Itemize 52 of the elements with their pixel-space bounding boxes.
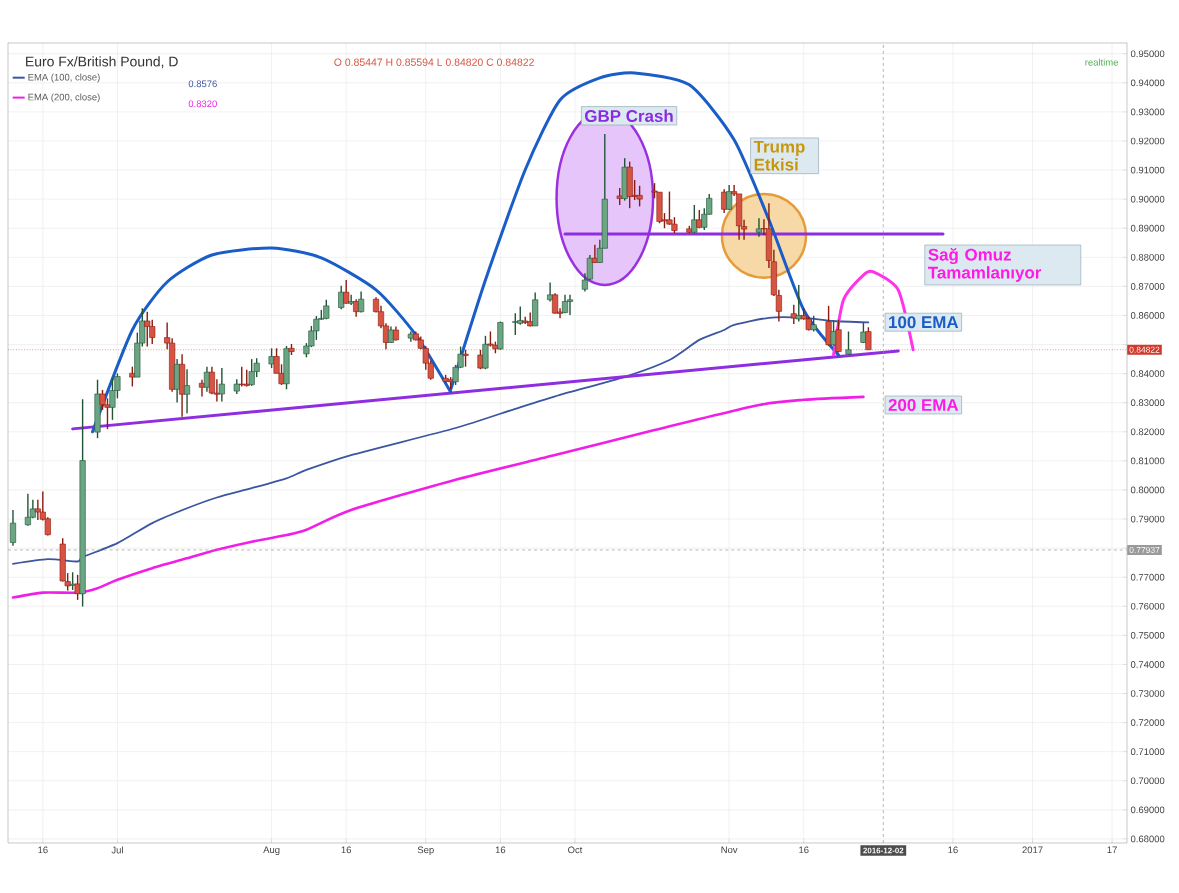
y-tick-label: 0.80000 [1130, 486, 1165, 494]
y-tick-label: 0.76000 [1130, 602, 1165, 610]
y-tick-label: 0.90000 [1130, 195, 1165, 203]
legend-label: EMA (100, close) [28, 73, 100, 83]
y-tick-label: 0.69000 [1130, 806, 1165, 814]
text: Euro Fx/British Pound, D [26, 56, 178, 69]
annotation: GBP Crash [585, 109, 673, 123]
y-tick-label: 0.68000 [1130, 835, 1165, 843]
y-tick-label: 0.82000 [1130, 428, 1165, 436]
annotation: realtime [1085, 58, 1119, 66]
x-tick-label: Jul [111, 846, 123, 854]
x-tick-label: 16 [799, 846, 809, 854]
y-tick-label: 0.71000 [1130, 748, 1165, 756]
y-tick-label: 0.87000 [1130, 283, 1165, 290]
y-tick-label: 0.86000 [1130, 312, 1165, 319]
y-tick-label: 0.94000 [1130, 79, 1165, 87]
annotation: 200 EMA [888, 398, 959, 411]
x-tick-label: 17 [1107, 846, 1117, 854]
x-tick-label: Sep [417, 846, 434, 856]
annotation: 0.8576 [188, 80, 217, 88]
y-tick-label: 0.72000 [1130, 719, 1165, 726]
annotation: 0.8320 [188, 100, 217, 108]
y-tick-label: 0.83000 [1130, 399, 1165, 407]
y-tick-label: 0.93000 [1130, 108, 1165, 116]
x-tick-label: 16 [341, 846, 352, 854]
y-tick-label: 0.95000 [1130, 50, 1165, 58]
annotation: 100 EMA [889, 316, 959, 329]
y-tick-label: 0.92000 [1130, 137, 1165, 145]
y-tick-label: 0.75000 [1130, 632, 1165, 639]
y-tick-label: 0.70000 [1130, 777, 1165, 785]
x-tick-label: 16 [948, 846, 958, 854]
x-tick-label: 16 [495, 846, 506, 854]
x-tick-label: 16 [38, 846, 48, 854]
legend-label: EMA (200, close) [28, 93, 100, 103]
annotation: O 0.85447 H 0.85594 L 0.84820 C 0.84822 [334, 58, 534, 66]
y-tick-label: 0.79000 [1130, 515, 1165, 523]
y-tick-label: 0.89000 [1130, 224, 1165, 232]
y-tick-label: 0.84000 [1130, 370, 1165, 377]
annotation: Trump Etkisi [753, 140, 805, 171]
x-tick-label: 2017 [1022, 846, 1043, 854]
annotation: Sağ Omuz Tamamlanıyor [927, 248, 1042, 282]
y-tick-label: 0.91000 [1130, 166, 1165, 174]
y-tick-label: 0.74000 [1130, 661, 1165, 668]
x-tick-label: Aug [263, 846, 280, 855]
x-tick-label: Oct [568, 846, 583, 854]
ref-line-label: 0.84822 [1129, 346, 1160, 353]
ref-line-label: 0.77937 [1129, 546, 1160, 553]
y-tick-label: 0.73000 [1130, 690, 1165, 697]
y-tick-label: 0.88000 [1130, 253, 1165, 261]
y-tick-label: 0.81000 [1130, 457, 1165, 465]
y-tick-label: 0.77000 [1130, 573, 1165, 581]
x-tick-label: Nov [721, 846, 738, 854]
